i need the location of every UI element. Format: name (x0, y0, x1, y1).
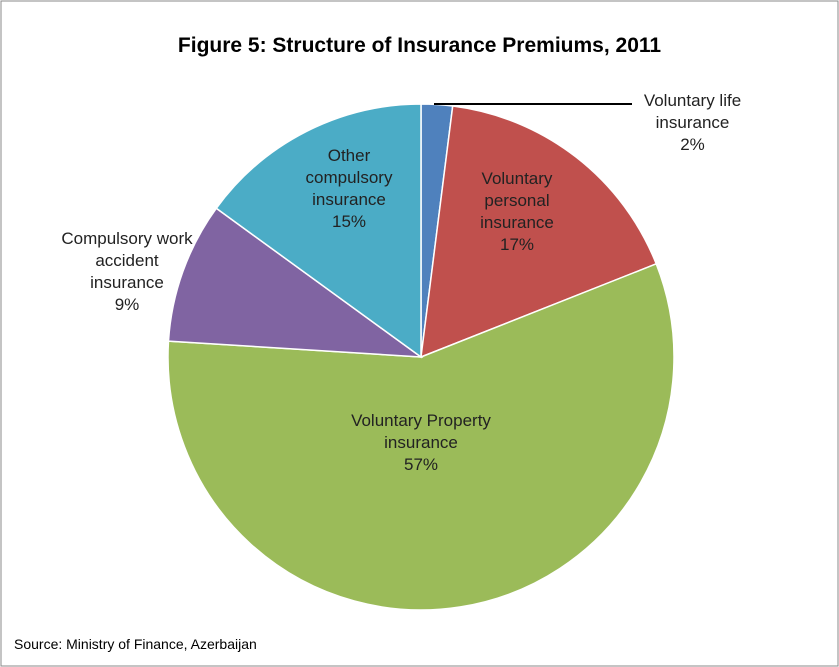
slice-value-label: 2% (680, 135, 705, 154)
slice-label: Compulsory work accident insurance (61, 229, 193, 292)
slice-label: Voluntary life insurance (643, 91, 742, 132)
pie-slice (215, 103, 422, 359)
pie-slice (167, 207, 424, 358)
source-note: Source: Ministry of Finance, Azerbaijan (14, 636, 257, 652)
slice-value-label: 17% (499, 235, 535, 254)
pie-slice (420, 105, 658, 359)
slice-value-label: 15% (331, 212, 367, 231)
slice-label: Voluntary Property insurance (351, 411, 491, 452)
chart-title: Figure 5: Structure of Insurance Premium… (177, 34, 662, 57)
slice-value-label: 9% (114, 295, 140, 314)
slice-value-label: 57% (403, 455, 439, 474)
pie-slice (167, 262, 675, 611)
slice-label: Other compulsory insurance (305, 146, 393, 209)
slice-label: Voluntary personal insurance (480, 169, 554, 232)
